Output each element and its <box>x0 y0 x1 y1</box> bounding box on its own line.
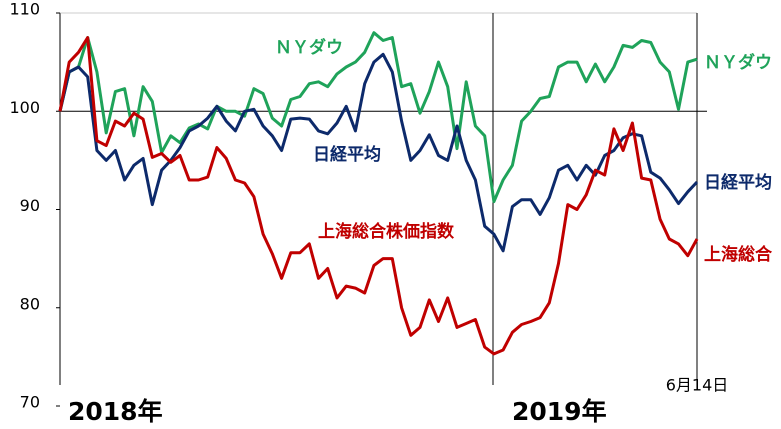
legend-label: ＮＹダウ <box>704 52 772 73</box>
annotation: ＮＹダウ <box>275 37 343 58</box>
series-line <box>58 31 698 204</box>
y-tick-label: 80 <box>20 294 40 313</box>
y-tick-label: 70 <box>20 393 40 412</box>
annotation: 日経平均 <box>313 144 381 165</box>
annotation: 上海総合株価指数 <box>318 221 455 242</box>
y-tick-label: 110 <box>9 0 40 19</box>
y-tick-label: 90 <box>20 196 40 215</box>
x-tick-label: 6月14日 <box>666 376 729 395</box>
y-tick-label: 100 <box>9 98 40 117</box>
legend-label: 日経平均 <box>704 172 772 193</box>
year-label: 2019年 <box>512 397 607 426</box>
legend-label: 上海総合 <box>704 244 773 265</box>
series-line <box>58 36 699 356</box>
series-line <box>58 52 699 253</box>
year-label: 2018年 <box>68 397 163 426</box>
